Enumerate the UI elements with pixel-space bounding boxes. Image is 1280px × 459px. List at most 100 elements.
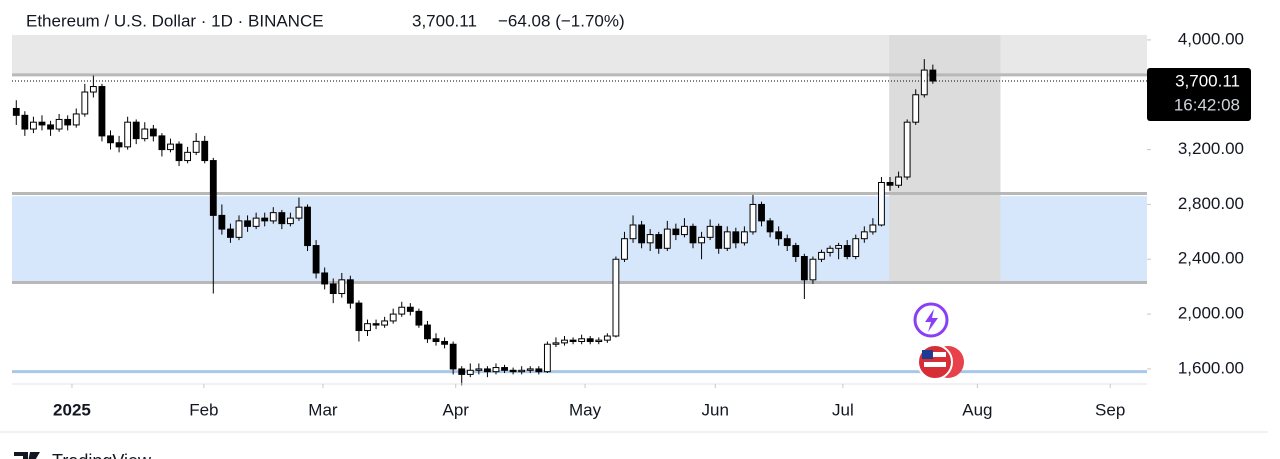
candle <box>826 245 834 257</box>
candle-body <box>415 310 423 326</box>
candle-body <box>466 369 474 375</box>
candle-body <box>603 335 611 341</box>
candle-body <box>30 121 37 130</box>
candle <box>715 223 723 254</box>
candle <box>800 253 808 300</box>
candle-body <box>338 279 346 295</box>
flash-icon-bolt <box>925 309 938 332</box>
candle-body <box>612 258 620 337</box>
candle-body <box>672 228 680 236</box>
candle <box>492 363 500 375</box>
candle <box>586 336 594 345</box>
candle <box>389 308 397 324</box>
y-tick-label: 1,600.00 <box>1178 358 1244 377</box>
candle <box>432 333 440 346</box>
candle-body <box>167 143 174 151</box>
candle <box>12 100 20 125</box>
candle <box>21 111 29 136</box>
candle-body <box>227 228 234 238</box>
candle-body <box>655 234 663 249</box>
candle-body <box>286 217 294 225</box>
candle <box>484 366 491 378</box>
candle <box>595 337 603 345</box>
candle-body <box>12 107 20 116</box>
candle <box>244 215 251 232</box>
candle <box>698 231 705 260</box>
candle-body <box>141 128 149 140</box>
candle <box>406 303 414 316</box>
candle <box>878 177 885 227</box>
candle-body <box>843 245 851 258</box>
candle-body <box>184 151 192 162</box>
candle <box>629 215 637 243</box>
candle <box>355 300 363 342</box>
candle-body <box>792 245 800 258</box>
candle <box>775 226 783 246</box>
candle <box>578 334 586 345</box>
candle <box>184 146 192 164</box>
candle <box>621 231 628 263</box>
candle <box>286 212 294 227</box>
candle <box>278 209 286 230</box>
x-tick-label: Mar <box>308 400 338 419</box>
candle-body <box>149 128 157 137</box>
candle-body <box>740 231 748 244</box>
candle-body <box>398 306 406 315</box>
candle <box>603 333 611 343</box>
candle <box>124 116 132 150</box>
candle <box>749 194 757 235</box>
candle <box>740 226 748 246</box>
candle <box>638 220 646 249</box>
candle-body <box>929 69 937 82</box>
currency-icon-stripe <box>924 352 946 357</box>
candle-body <box>595 339 603 343</box>
candle <box>663 220 671 252</box>
candle <box>338 272 346 298</box>
candle <box>372 319 380 330</box>
flash-icon[interactable] <box>913 302 949 338</box>
candle-body <box>38 121 46 126</box>
candle-body <box>621 238 628 260</box>
candle <box>218 204 226 235</box>
candle-body <box>132 121 140 140</box>
candle <box>543 341 551 374</box>
candle-body <box>432 338 440 343</box>
candle-body <box>663 228 671 249</box>
price-label-box <box>1147 68 1251 121</box>
candle <box>38 115 46 131</box>
candle-body <box>800 256 808 281</box>
candle-body <box>98 86 106 137</box>
candle-body <box>295 206 303 219</box>
candle <box>723 226 731 252</box>
candle <box>835 242 843 260</box>
candle-body <box>912 94 920 123</box>
branding-logo <box>14 452 40 459</box>
candle-body <box>192 140 200 153</box>
candle-body <box>749 203 757 233</box>
candle <box>141 122 149 142</box>
candle-body <box>492 367 500 373</box>
candle <box>64 115 72 131</box>
candle-body <box>55 118 63 130</box>
candle <box>895 171 902 188</box>
candle <box>689 223 697 249</box>
currency-icon-canton <box>922 350 933 359</box>
candle-body <box>107 135 114 144</box>
candle <box>612 256 620 338</box>
chart-title: Ethereum / U.S. Dollar · 1D · BINANCE <box>26 11 324 30</box>
candle-body <box>458 368 466 375</box>
candle <box>89 75 97 98</box>
candle-body <box>552 342 560 345</box>
candle <box>792 242 800 263</box>
candle-body <box>535 368 543 373</box>
candle-body <box>826 247 834 253</box>
candle-body <box>835 245 843 249</box>
candle <box>561 336 568 346</box>
candle <box>501 364 508 374</box>
candle <box>364 319 371 337</box>
candle-body <box>886 181 894 186</box>
candle <box>852 234 860 260</box>
currency-icon[interactable] <box>917 344 964 380</box>
candle-body <box>860 231 868 240</box>
price-change: −64.08 (−1.70%) <box>498 11 625 30</box>
